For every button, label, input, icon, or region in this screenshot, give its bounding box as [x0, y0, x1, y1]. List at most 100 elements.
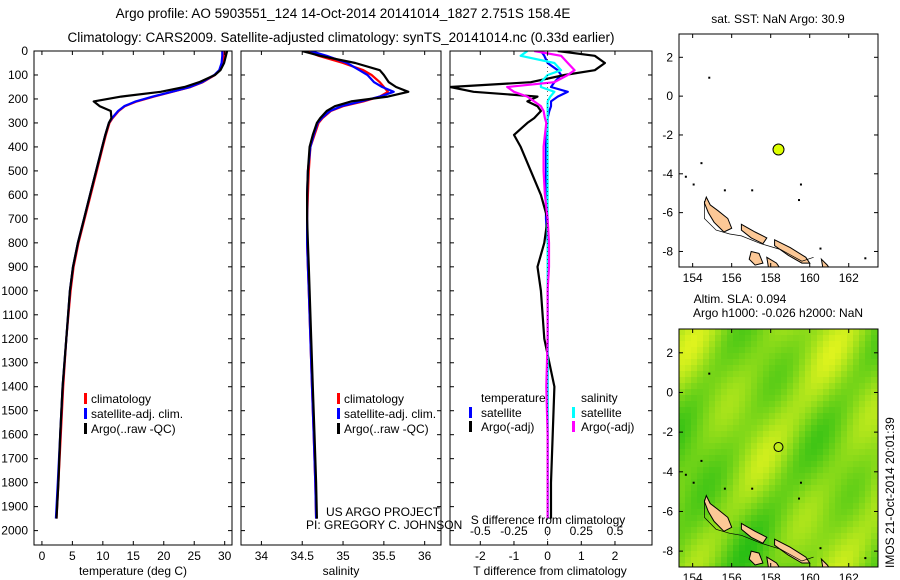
sla-cell	[685, 497, 691, 503]
sla-cell	[763, 527, 769, 533]
sla-cell	[769, 365, 775, 371]
sla-cell	[871, 329, 877, 335]
sla-cell	[829, 485, 835, 491]
sla-cell	[739, 509, 745, 515]
sla-cell	[805, 353, 811, 359]
sla-cell	[679, 347, 685, 353]
sla-cell	[769, 395, 775, 401]
sla-cell	[811, 335, 817, 341]
sla-cell	[799, 389, 805, 395]
sla-cell	[829, 461, 835, 467]
sla-cell	[859, 449, 865, 455]
sla-cell	[775, 413, 781, 419]
sla-cell	[679, 467, 685, 473]
sla-cell	[775, 515, 781, 521]
sla-cell	[835, 539, 841, 545]
sla-cell	[847, 341, 853, 347]
sla-cell	[697, 431, 703, 437]
sla-cell	[697, 437, 703, 443]
sla-cell	[853, 419, 859, 425]
sla-cell	[787, 473, 793, 479]
sla-cell	[709, 371, 715, 377]
sla-cell	[823, 557, 829, 563]
y-tick-label: 200	[8, 92, 28, 106]
sla-cell	[715, 335, 721, 341]
sla-cell	[829, 503, 835, 509]
sla-cell	[829, 491, 835, 497]
sla-cell	[847, 401, 853, 407]
sla-cell	[823, 485, 829, 491]
sla-cell	[727, 545, 733, 551]
sla-cell	[799, 473, 805, 479]
sla-cell	[745, 401, 751, 407]
sla-cell	[745, 341, 751, 347]
sla-cell	[685, 443, 691, 449]
sla-cell	[841, 419, 847, 425]
sla-cell	[679, 419, 685, 425]
sla-cell	[691, 443, 697, 449]
sla-cell	[751, 377, 757, 383]
sla-cell	[709, 467, 715, 473]
sla-cell	[817, 503, 823, 509]
sla-cell	[751, 431, 757, 437]
sla-cell	[703, 449, 709, 455]
lat-tick-label: 2	[666, 50, 673, 64]
sla-cell	[751, 389, 757, 395]
sla-cell	[859, 377, 865, 383]
sla-cell	[679, 455, 685, 461]
series-group	[450, 51, 607, 545]
sla-cell	[847, 407, 853, 413]
sla-cell	[787, 491, 793, 497]
sla-cell	[727, 377, 733, 383]
sla-cell	[871, 335, 877, 341]
sla-cell	[847, 347, 853, 353]
sla-cell	[835, 449, 841, 455]
sla-cell	[751, 503, 757, 509]
sla-cell	[859, 395, 865, 401]
sla-cell	[781, 341, 787, 347]
sla-cell	[739, 419, 745, 425]
sla-cell	[847, 485, 853, 491]
sla-cell	[811, 455, 817, 461]
legend-swatch-s-argo	[572, 421, 575, 432]
sla-cell	[871, 563, 877, 567]
sla-cell	[781, 497, 787, 503]
sla-cell	[739, 401, 745, 407]
sla-cell	[697, 371, 703, 377]
sla-cell	[763, 389, 769, 395]
sla-cell	[733, 419, 739, 425]
sla-cell	[745, 365, 751, 371]
sla-cell	[811, 413, 817, 419]
sla-cell	[697, 401, 703, 407]
sla-cell	[847, 551, 853, 557]
sla-cell	[781, 365, 787, 371]
sla-cell	[859, 455, 865, 461]
sla-cell	[847, 461, 853, 467]
sla-cell	[871, 347, 877, 353]
sla-cell	[865, 485, 871, 491]
sla-cell	[745, 371, 751, 377]
sla-cell	[709, 413, 715, 419]
sla-cell	[679, 497, 685, 503]
sla-cell	[703, 347, 709, 353]
sla-cell	[781, 425, 787, 431]
small-island	[819, 247, 822, 250]
sla-cell	[853, 443, 859, 449]
sla-cell	[769, 353, 775, 359]
sla-cell	[787, 365, 793, 371]
sla-cell	[787, 329, 793, 335]
sla-cell	[865, 557, 871, 563]
sla-cell	[775, 341, 781, 347]
sla-cell	[859, 359, 865, 365]
sla-cell	[727, 437, 733, 443]
sla-cell	[715, 359, 721, 365]
small-island	[723, 189, 726, 192]
s-diff-xlabel: S difference from climatology	[471, 513, 626, 527]
legend-swatch-argo	[337, 423, 340, 434]
sla-cell	[829, 479, 835, 485]
sla-cell	[709, 551, 715, 557]
sla-cell	[865, 389, 871, 395]
sla-cell	[763, 497, 769, 503]
sla-cell	[817, 419, 823, 425]
sla-cell	[679, 407, 685, 413]
